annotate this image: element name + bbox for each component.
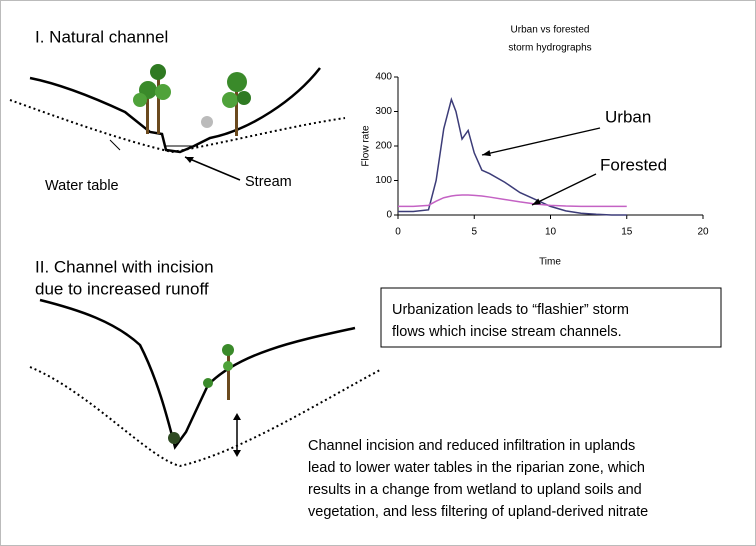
caption: results in a change from wetland to upla… xyxy=(308,482,642,498)
arrow xyxy=(109,139,121,151)
x-tick-label: 15 xyxy=(621,227,633,238)
panel-title: I. Natural channel xyxy=(35,27,168,46)
caption: vegetation, and less filtering of upland… xyxy=(308,504,648,520)
callout-box xyxy=(380,287,722,348)
x-axis-label: Time xyxy=(539,257,561,268)
y-tick-label: 0 xyxy=(386,210,392,221)
series-line xyxy=(398,194,627,208)
label: Water table xyxy=(45,178,119,194)
series-label: Forested xyxy=(600,155,667,174)
chart-title: Urban vs forested xyxy=(511,25,590,36)
series-line xyxy=(398,96,627,216)
y-tick-label: 400 xyxy=(375,72,392,83)
label: Stream xyxy=(245,174,292,190)
panel-title: due to increased runoff xyxy=(35,279,209,298)
callout-text: flows which incise stream channels. xyxy=(392,324,622,340)
trees xyxy=(133,64,251,136)
water-table-line xyxy=(29,366,381,468)
x-tick-label: 20 xyxy=(697,227,709,238)
trees xyxy=(168,344,234,444)
y-axis-label: Flow rate xyxy=(361,125,372,167)
arrow xyxy=(531,173,597,206)
caption: Channel incision and reduced infiltratio… xyxy=(308,438,635,454)
arrow-head xyxy=(185,157,194,163)
ground-profile xyxy=(39,298,356,450)
water-table-line xyxy=(9,99,346,154)
callout-text: Urbanization leads to “flashier” storm xyxy=(392,302,629,318)
arrow xyxy=(481,127,601,156)
arrow xyxy=(184,156,241,181)
chart-title: storm hydrographs xyxy=(508,43,591,54)
x-tick-label: 10 xyxy=(545,227,557,238)
series-label: Urban xyxy=(605,107,651,126)
x-tick-label: 5 xyxy=(471,227,477,238)
arrow-head xyxy=(482,150,491,157)
caption: lead to lower water tables in the ripari… xyxy=(308,460,645,476)
panel-title: II. Channel with incision xyxy=(35,257,214,276)
y-tick-label: 100 xyxy=(375,175,392,186)
x-tick-label: 0 xyxy=(395,227,401,238)
y-tick-label: 200 xyxy=(375,141,392,152)
arrow-head xyxy=(532,198,541,205)
y-tick-label: 300 xyxy=(375,106,392,117)
